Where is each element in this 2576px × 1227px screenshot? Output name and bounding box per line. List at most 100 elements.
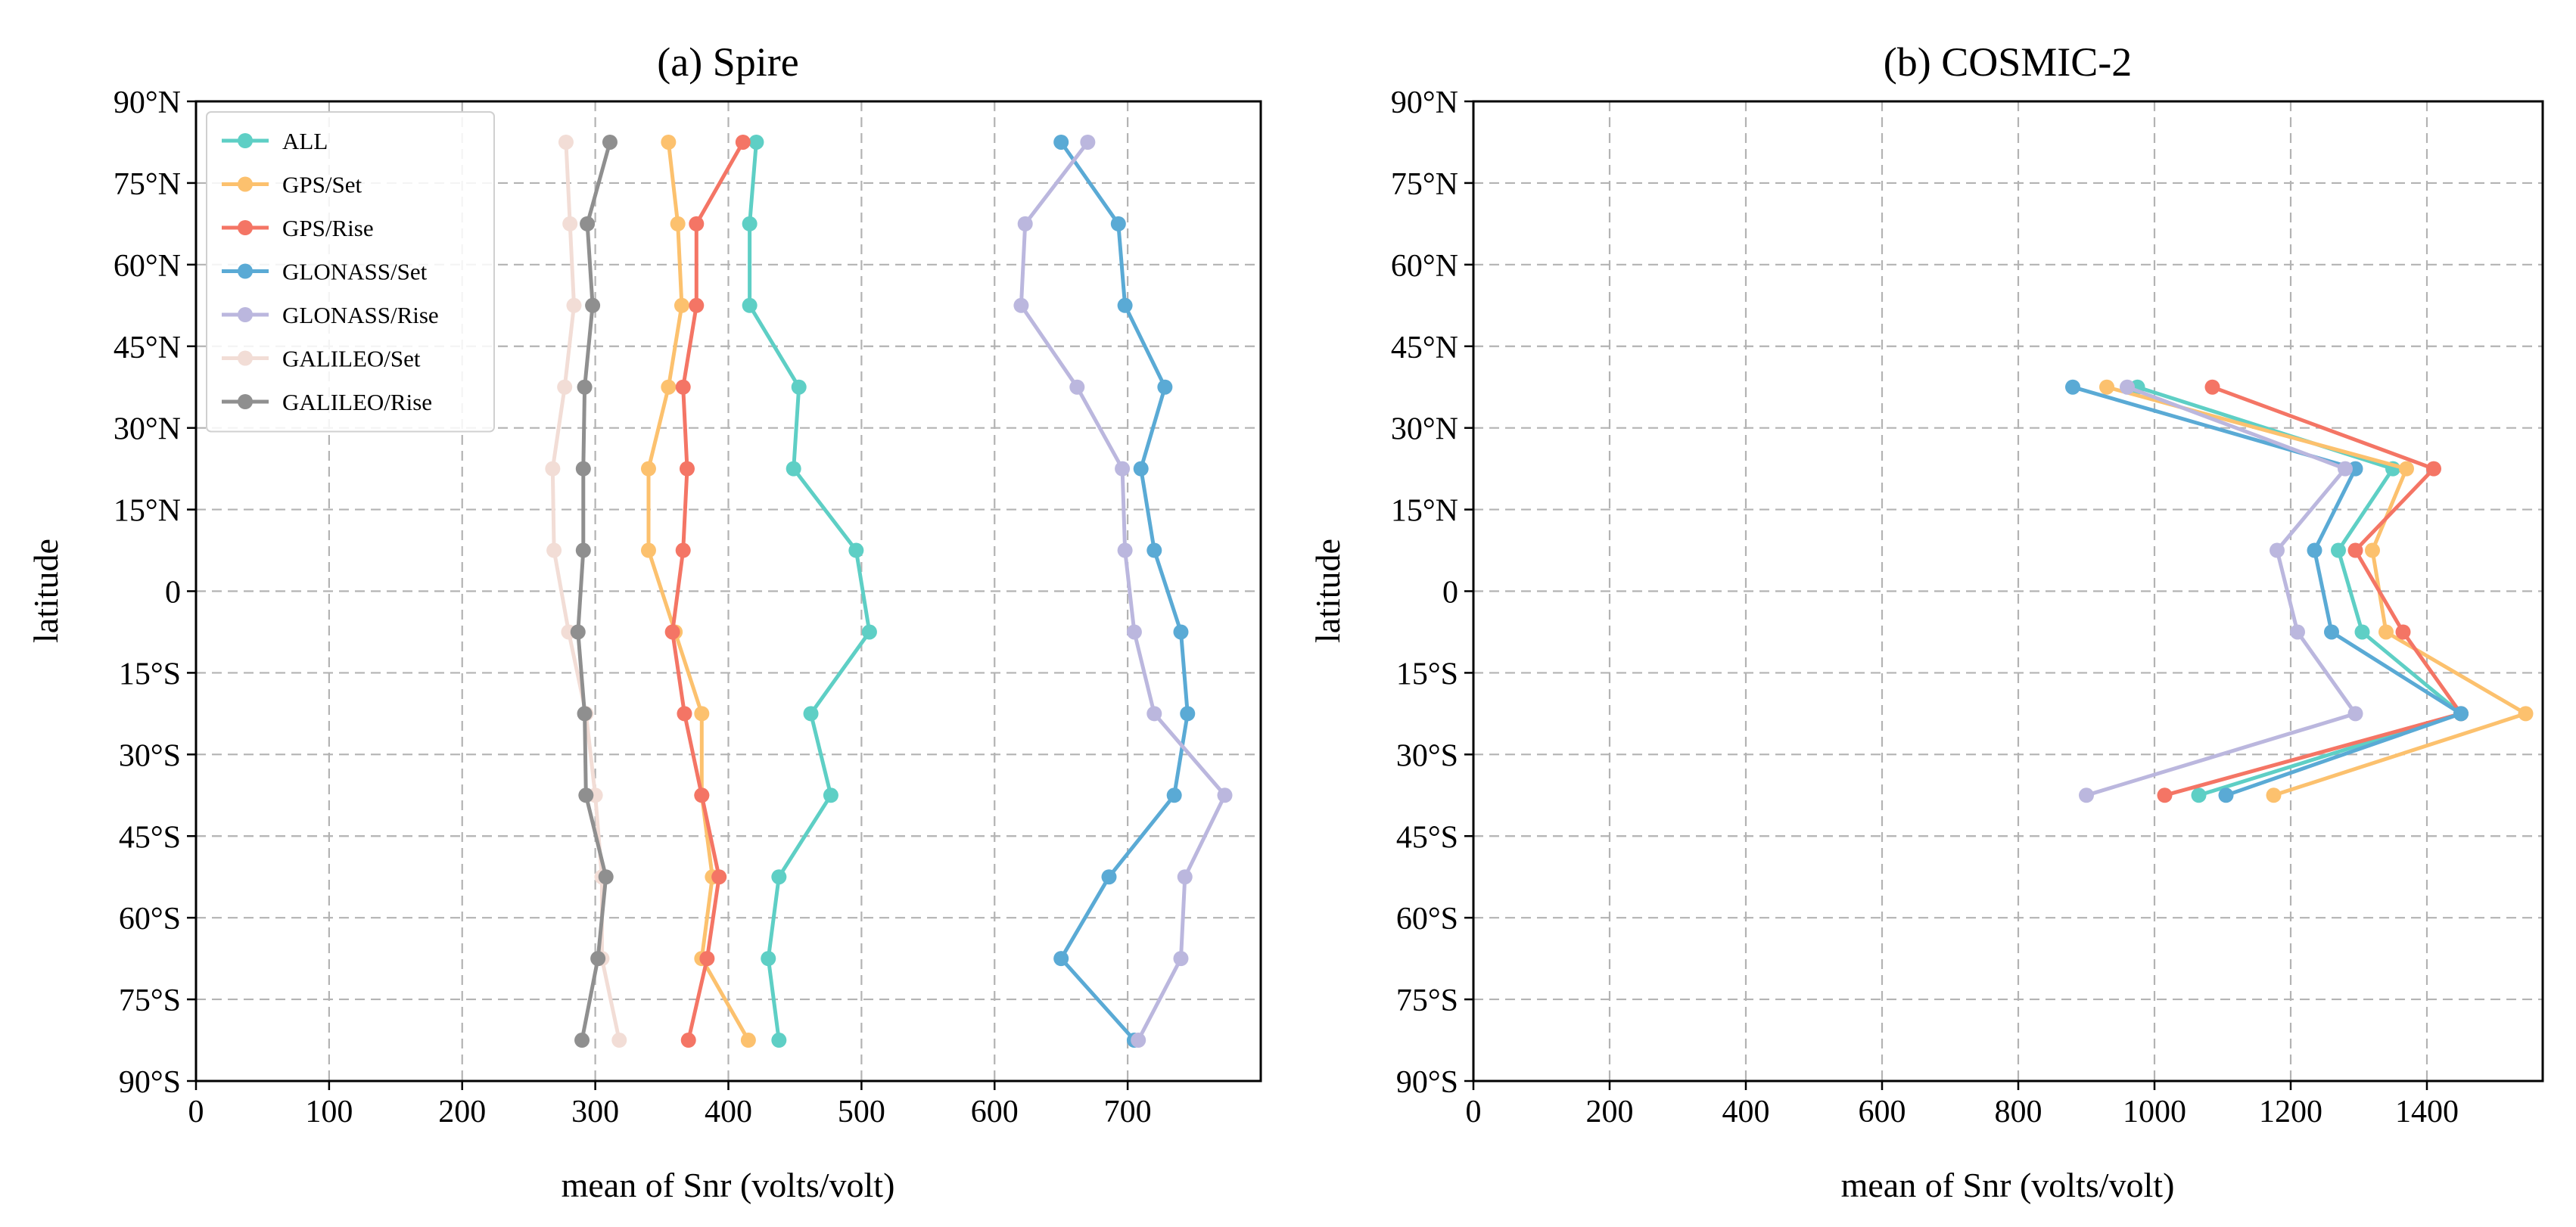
spire-series-galileo-rise — [570, 134, 618, 1048]
spire-y-tick-label: 45°S — [119, 820, 181, 855]
spire-line-galileo-rise — [576, 140, 612, 1042]
spire-y-tick-label: 15°S — [119, 657, 181, 691]
cosmic2-point-gps-set — [2365, 542, 2380, 558]
legend-swatch-marker — [238, 350, 253, 366]
cosmic2-chart-title: (b) COSMIC-2 — [1884, 39, 2133, 85]
spire-x-tick-label: 100 — [305, 1095, 353, 1129]
spire-point-galileo-rise — [577, 379, 593, 395]
spire-point-glonass-set — [1166, 787, 1182, 803]
spire-point-all — [861, 624, 877, 640]
spire-point-glonass-rise — [1131, 1033, 1146, 1048]
spire-point-glonass-set — [1157, 379, 1173, 395]
cosmic2-x-axis-label: mean of Snr (volts/volt) — [1841, 1166, 2175, 1204]
spire-point-galileo-set — [545, 461, 561, 477]
spire-point-all — [742, 297, 758, 313]
spire-point-galileo-rise — [602, 134, 618, 150]
cosmic2-x-tick-label: 1400 — [2395, 1095, 2459, 1129]
spire-point-gps-set — [694, 706, 710, 722]
spire-point-gps-rise — [664, 624, 680, 640]
spire-point-galileo-rise — [580, 216, 596, 231]
cosmic2-y-tick-label: 60°N — [1391, 249, 1458, 284]
cosmic2-y-tick-label: 30°S — [1396, 738, 1458, 773]
spire-point-galileo-rise — [570, 624, 586, 640]
cosmic2-point-glonass-set — [2218, 787, 2234, 803]
spire-point-glonass-set — [1180, 706, 1196, 722]
cosmic2-point-gps-rise — [2395, 624, 2411, 640]
cosmic2-series-glonass-rise — [2079, 379, 2363, 803]
cosmic2-ticks: 0 200 400 600 800 1000 1200 1400 90°N 75°N 60°N 45°… — [1391, 85, 2459, 1129]
legend-label: GALILEO/Set — [282, 346, 421, 372]
spire-point-galileo-set — [566, 297, 582, 313]
legend-swatch-marker — [238, 133, 253, 148]
cosmic2-x-tick-label: 600 — [1859, 1095, 1906, 1129]
spire-point-gps-set — [640, 542, 656, 558]
legend-label: GLONASS/Rise — [282, 302, 439, 328]
spire-point-all — [742, 216, 758, 231]
spire-chart-title: (a) Spire — [657, 39, 798, 85]
spire-line-glonass-set — [1059, 140, 1190, 1042]
cosmic2-point-glonass-set — [2307, 542, 2322, 558]
cosmic2-point-gps-set — [2099, 379, 2114, 395]
spire-point-galileo-rise — [575, 461, 591, 477]
spire-point-glonass-set — [1101, 869, 1117, 885]
spire-line-all — [748, 140, 872, 1042]
legend-item-galileo-set: GALILEO/Set — [222, 346, 421, 372]
spire-point-gps-rise — [689, 297, 705, 313]
spire-y-tick-label: 60°N — [114, 249, 181, 284]
cosmic2-point-gps-set — [2518, 706, 2534, 722]
spire-x-tick-label: 700 — [1104, 1095, 1152, 1129]
spire-y-tick-label: 30°S — [119, 738, 181, 773]
spire-y-tick-label: 75°N — [114, 167, 181, 202]
spire-point-glonass-rise — [1017, 216, 1033, 231]
cosmic2-point-glonass-set — [2065, 379, 2080, 395]
spire-x-tick-label: 300 — [571, 1095, 619, 1129]
spire-point-gps-rise — [675, 379, 691, 395]
spire-point-glonass-rise — [1013, 297, 1029, 313]
cosmic2-y-tick-label: 45°S — [1396, 820, 1458, 855]
spire-line-galileo-set — [550, 140, 621, 1042]
spire-point-glonass-rise — [1069, 379, 1085, 395]
legend-item-gps-rise: GPS/Rise — [222, 215, 374, 241]
spire-point-gps-set — [740, 1033, 756, 1048]
cosmic2-point-all — [2331, 542, 2346, 558]
legend-label: GALILEO/Rise — [282, 389, 432, 415]
spire-y-tick-label: 90°N — [114, 85, 181, 120]
spire-series-gps-rise — [664, 134, 751, 1048]
spire-point-glonass-set — [1053, 951, 1069, 967]
cosmic2-point-gps-set — [2399, 461, 2414, 477]
cosmic2-point-gps-set — [2378, 624, 2394, 640]
spire-point-galileo-rise — [575, 542, 591, 558]
spire-ticks: 0 100 200 300 400 500 600 700 90°N 75°N 60°N 45°N 30… — [114, 85, 1152, 1129]
spire-point-all — [803, 706, 819, 722]
legend-label: GLONASS/Set — [282, 259, 428, 285]
spire-point-glonass-set — [1173, 624, 1189, 640]
spire-point-galileo-rise — [574, 1033, 590, 1048]
spire-point-galileo-set — [562, 216, 578, 231]
cosmic2-point-all — [2191, 787, 2207, 803]
spire-point-glonass-rise — [1217, 787, 1233, 803]
spire-point-glonass-rise — [1115, 461, 1131, 477]
cosmic2-y-tick-label: 90°S — [1396, 1065, 1458, 1100]
cosmic2-point-gps-rise — [2157, 787, 2173, 803]
spire-series-group — [545, 134, 1233, 1048]
legend-item-glonass-rise: GLONASS/Rise — [222, 302, 439, 328]
spire-point-gps-set — [670, 216, 686, 231]
cosmic2-x-tick-label: 0 — [1466, 1095, 1482, 1129]
spire-point-galileo-set — [557, 379, 573, 395]
legend-swatch-marker — [238, 176, 253, 192]
cosmic2-point-glonass-set — [2453, 706, 2469, 722]
legend-swatch-marker — [238, 220, 253, 235]
spire-point-all — [771, 1033, 787, 1048]
legend-item-all: ALL — [222, 128, 328, 154]
spire-panel: (a) Spire 0 100 200 300 400 500 600 700 90°N 75°N… — [26, 39, 1262, 1204]
spire-point-gps-rise — [711, 869, 727, 885]
cosmic2-y-tick-label: 45°N — [1391, 331, 1458, 365]
spire-point-glonass-set — [1117, 297, 1133, 313]
spire-point-all — [748, 134, 764, 150]
spire-point-gps-rise — [677, 706, 692, 722]
spire-y-tick-label: 75°S — [119, 983, 181, 1018]
cosmic2-line-glonass-rise — [2084, 385, 2357, 797]
spire-x-tick-label: 600 — [971, 1095, 1019, 1129]
spire-y-tick-label: 15°N — [114, 494, 181, 529]
cosmic2-series-group — [2065, 379, 2534, 803]
